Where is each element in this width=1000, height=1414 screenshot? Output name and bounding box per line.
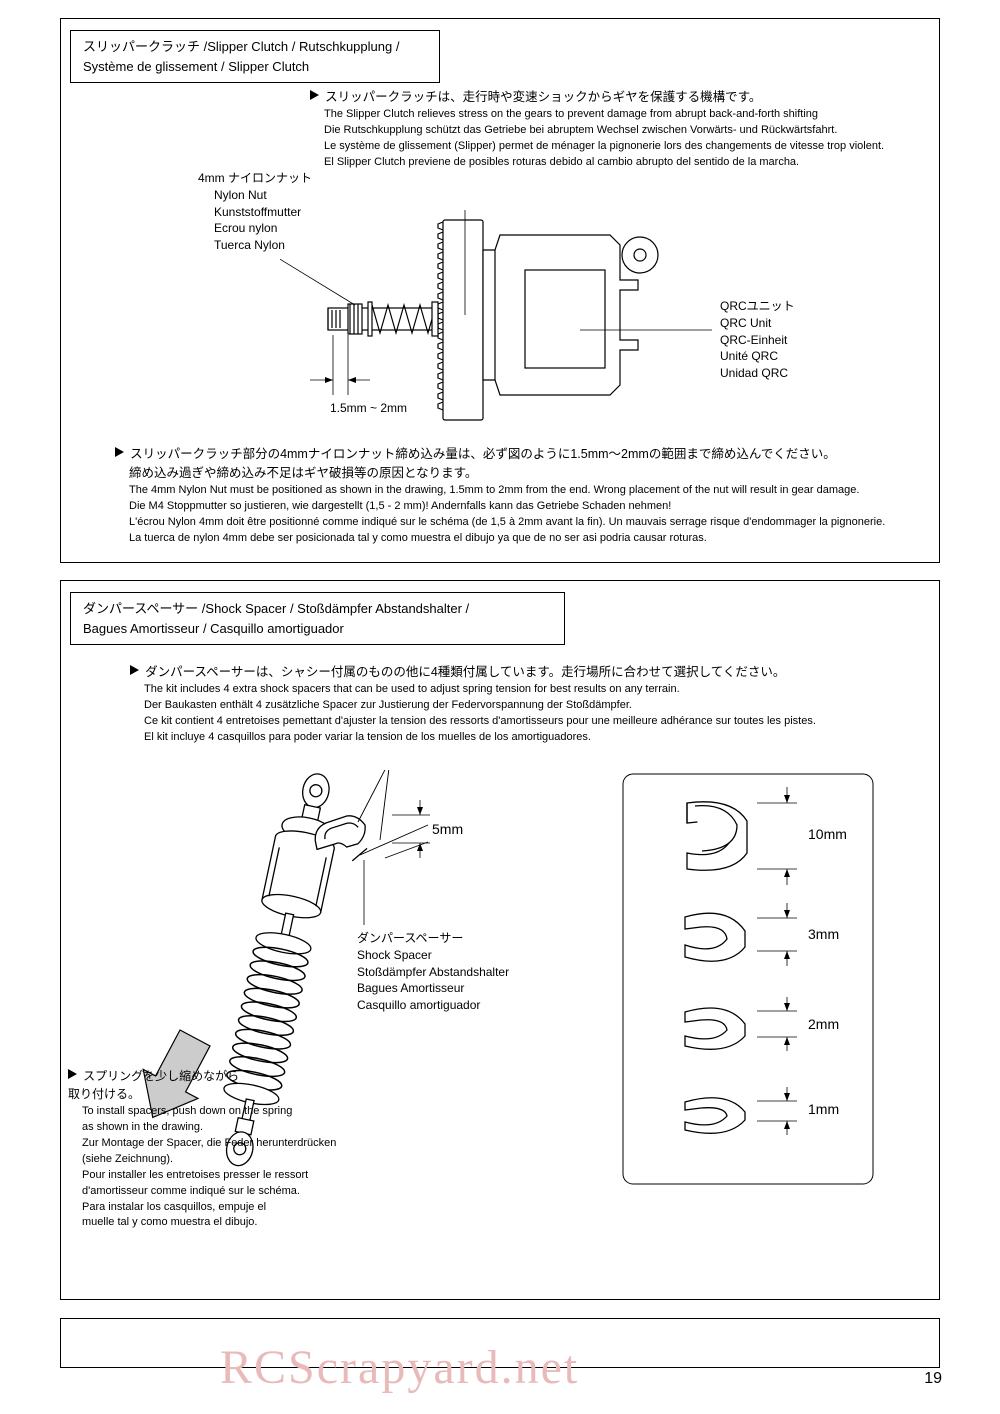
note2-fr: L'écrou Nylon 4mm doit être positionné c… bbox=[115, 515, 885, 531]
note2-jp2: 締め込み過ぎや締め込み不足はギヤ破損等の原因となります。 bbox=[115, 464, 477, 482]
qrc-jp: QRCユニット bbox=[720, 299, 795, 313]
s2note1-de: Der Baukasten enthält 4 zusätzliche Spac… bbox=[130, 698, 632, 714]
s2note1-en: The kit includes 4 extra shock spacers t… bbox=[130, 682, 680, 698]
install-es: Para instalar los casquillos, empuje el … bbox=[68, 1200, 266, 1232]
arrow-icon bbox=[130, 665, 139, 675]
note2-en: The 4mm Nylon Nut must be positioned as … bbox=[115, 483, 859, 499]
qrc-es: Unidad QRC bbox=[720, 366, 788, 380]
section2-title-box: ダンパースペーサー /Shock Spacer / Stoßdämpfer Ab… bbox=[70, 592, 565, 645]
spacer-es: Casquillo amortiguador bbox=[357, 998, 480, 1012]
dimension-label: 1.5mm ~ 2mm bbox=[330, 400, 407, 417]
page-number: 19 bbox=[924, 1370, 942, 1388]
spacer-jp: ダンパースペーサー bbox=[357, 931, 463, 945]
spacer-fr: Bagues Amortisseur bbox=[357, 981, 464, 995]
install-fr: Pour installer les entretoises presser l… bbox=[68, 1168, 308, 1200]
install-jp: スプリングを少し縮めながら 取り付ける。 bbox=[68, 1069, 239, 1101]
dim-1mm: 1mm bbox=[808, 1100, 839, 1120]
install-note: スプリングを少し縮めながら 取り付ける。 To install spacers,… bbox=[68, 1068, 388, 1231]
note1-fr: Le système de glissement (Slipper) perme… bbox=[310, 139, 884, 155]
section1-title: スリッパークラッチ /Slipper Clutch / Rutschkupplu… bbox=[83, 39, 399, 74]
spacer-en: Shock Spacer bbox=[357, 948, 432, 962]
qrc-en: QRC Unit bbox=[720, 316, 771, 330]
note1-en: The Slipper Clutch relieves stress on th… bbox=[310, 107, 818, 123]
section1-note2: スリッパークラッチ部分の4mmナイロンナット締め込み量は、必ず図のように1.5m… bbox=[115, 445, 935, 547]
watermark: RCScrapyard.net bbox=[220, 1340, 579, 1395]
note1-de: Die Rutschkupplung schützt das Getriebe … bbox=[310, 123, 837, 139]
qrc-fr: Unité QRC bbox=[720, 349, 778, 363]
nut-es: Tuerca Nylon bbox=[198, 237, 285, 254]
arrow-icon bbox=[68, 1069, 77, 1079]
nut-en: Nylon Nut bbox=[198, 187, 267, 204]
nut-jp: 4mm ナイロンナット bbox=[198, 171, 312, 185]
dim-5mm: 5mm bbox=[432, 820, 463, 840]
install-en: To install spacers, push down on the spr… bbox=[68, 1104, 292, 1136]
nut-fr: Ecrou nylon bbox=[198, 220, 277, 237]
dim-2mm: 2mm bbox=[808, 1015, 839, 1035]
section2-note1: ダンパースペーサーは、シャシー付属のものの他に4種類付属しています。走行場所に合… bbox=[130, 663, 930, 746]
note1-es: El Slipper Clutch previene de posibles r… bbox=[310, 155, 799, 171]
slipper-clutch-diagram bbox=[280, 210, 720, 430]
dim-10mm: 10mm bbox=[808, 825, 847, 845]
qrc-label: QRCユニット QRC Unit QRC-Einheit Unité QRC U… bbox=[720, 298, 795, 382]
qrc-de: QRC-Einheit bbox=[720, 333, 787, 347]
s2note1-es: El kit incluye 4 casquillos para poder v… bbox=[130, 730, 591, 746]
note1-jp: スリッパークラッチは、走行時や変速ショックからギヤを保護する機構です。 bbox=[325, 90, 761, 104]
dim-3mm: 3mm bbox=[808, 925, 839, 945]
s2note1-fr: Ce kit contient 4 entretoises pemettant … bbox=[130, 714, 816, 730]
note2-es: La tuerca de nylon 4mm debe ser posicion… bbox=[115, 531, 707, 547]
arrow-icon bbox=[310, 90, 319, 100]
section2-title: ダンパースペーサー /Shock Spacer / Stoßdämpfer Ab… bbox=[83, 601, 469, 636]
note2-de: Die M4 Stoppmutter so justieren, wie dar… bbox=[115, 499, 671, 515]
note2-jp1: スリッパークラッチ部分の4mmナイロンナット締め込み量は、必ず図のように1.5m… bbox=[130, 447, 836, 461]
spacer-label: ダンパースペーサー Shock Spacer Stoßdämpfer Absta… bbox=[357, 930, 509, 1014]
install-de: Zur Montage der Spacer, die Feder herunt… bbox=[68, 1136, 336, 1168]
spacer-sizes-box bbox=[622, 773, 902, 1193]
spacer-de: Stoßdämpfer Abstandshalter bbox=[357, 965, 509, 979]
arrow-icon bbox=[115, 447, 124, 457]
s2note1-jp: ダンパースペーサーは、シャシー付属のものの他に4種類付属しています。走行場所に合… bbox=[145, 665, 785, 679]
section1-note1: スリッパークラッチは、走行時や変速ショックからギヤを保護する機構です。 The … bbox=[310, 88, 930, 171]
section1-title-box: スリッパークラッチ /Slipper Clutch / Rutschkupplu… bbox=[70, 30, 440, 83]
